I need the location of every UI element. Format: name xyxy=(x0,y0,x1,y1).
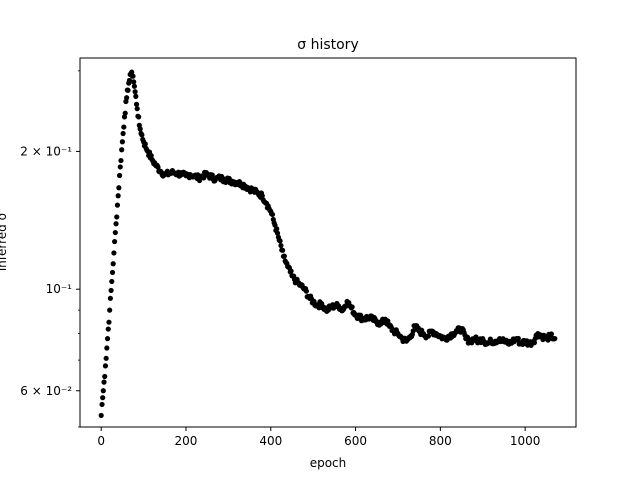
y-tick-label: 6 × 10⁻² xyxy=(20,384,72,398)
data-point xyxy=(349,304,355,310)
data-point xyxy=(280,247,286,253)
data-point xyxy=(139,132,145,138)
data-point xyxy=(106,319,112,325)
data-point xyxy=(118,157,124,164)
data-point xyxy=(131,83,138,89)
data-point xyxy=(98,412,104,419)
data-point xyxy=(137,126,143,132)
data-point xyxy=(281,253,287,259)
data-point xyxy=(105,326,111,332)
chart-title: σ history xyxy=(297,37,358,53)
data-point xyxy=(124,95,130,101)
y-tick-label: 10⁻¹ xyxy=(46,282,73,296)
data-point xyxy=(113,221,119,227)
data-point xyxy=(515,335,521,342)
data-point xyxy=(425,333,432,339)
y-axis: 6 × 10⁻² 10⁻¹ 2 × 10⁻¹ xyxy=(20,70,80,428)
data-point xyxy=(120,130,126,137)
x-axis: 0 200 400 600 800 1000 xyxy=(97,427,540,448)
data-point xyxy=(100,395,106,401)
data-point xyxy=(269,211,276,218)
data-point xyxy=(259,193,265,199)
data-point xyxy=(115,193,121,199)
data-point xyxy=(116,172,123,179)
data-point xyxy=(410,328,416,334)
data-point xyxy=(99,401,105,408)
data-point xyxy=(108,287,114,294)
data-point xyxy=(130,73,136,79)
data-point xyxy=(111,250,117,256)
data-point xyxy=(545,337,551,343)
data-point xyxy=(103,355,109,361)
data-point xyxy=(109,269,116,276)
data-point xyxy=(112,238,118,245)
x-tick-label: 600 xyxy=(344,434,367,448)
data-point xyxy=(116,185,122,191)
data-point xyxy=(112,229,118,236)
data-point xyxy=(100,388,106,394)
data-point xyxy=(109,278,115,285)
data-point xyxy=(117,164,123,170)
data-point xyxy=(155,164,161,170)
x-tick-label: 0 xyxy=(97,434,105,448)
data-point xyxy=(129,69,135,75)
data-point xyxy=(278,242,284,249)
data-point xyxy=(548,331,555,337)
data-point xyxy=(102,363,109,369)
plot-area xyxy=(79,57,577,428)
data-point xyxy=(288,268,294,274)
data-point xyxy=(209,172,215,178)
data-point xyxy=(303,288,309,294)
data-point xyxy=(132,89,138,95)
x-tick-label: 400 xyxy=(259,434,282,448)
data-point xyxy=(133,101,140,107)
data-point xyxy=(148,153,154,159)
x-axis-label: epoch xyxy=(310,456,347,470)
axes-frame xyxy=(79,57,577,428)
data-point xyxy=(277,238,283,244)
data-point xyxy=(121,124,127,130)
data-point xyxy=(274,226,280,232)
data-point xyxy=(119,139,125,145)
data-point xyxy=(122,110,128,116)
data-points xyxy=(98,69,558,419)
data-point xyxy=(114,214,120,220)
data-point xyxy=(125,87,131,93)
data-point xyxy=(133,93,139,99)
data-point xyxy=(126,77,133,84)
data-point xyxy=(110,261,116,267)
data-point xyxy=(136,114,142,120)
y-axis-label: inferred σ xyxy=(0,212,9,271)
data-point xyxy=(101,379,107,385)
data-point xyxy=(114,202,121,208)
data-point xyxy=(274,230,281,236)
x-tick-label: 200 xyxy=(175,434,198,448)
data-point xyxy=(142,141,148,147)
data-point xyxy=(104,336,111,342)
data-point xyxy=(107,307,113,313)
data-point xyxy=(134,106,140,112)
x-tick-label: 1000 xyxy=(510,434,541,448)
data-point xyxy=(102,373,108,380)
data-point xyxy=(131,79,137,85)
data-point xyxy=(552,336,558,342)
y-tick-label: 2 × 10⁻¹ xyxy=(20,144,72,158)
data-point xyxy=(107,295,113,301)
data-point xyxy=(104,345,110,351)
x-tick-label: 800 xyxy=(429,434,452,448)
data-point xyxy=(531,340,538,346)
data-point xyxy=(119,147,125,153)
